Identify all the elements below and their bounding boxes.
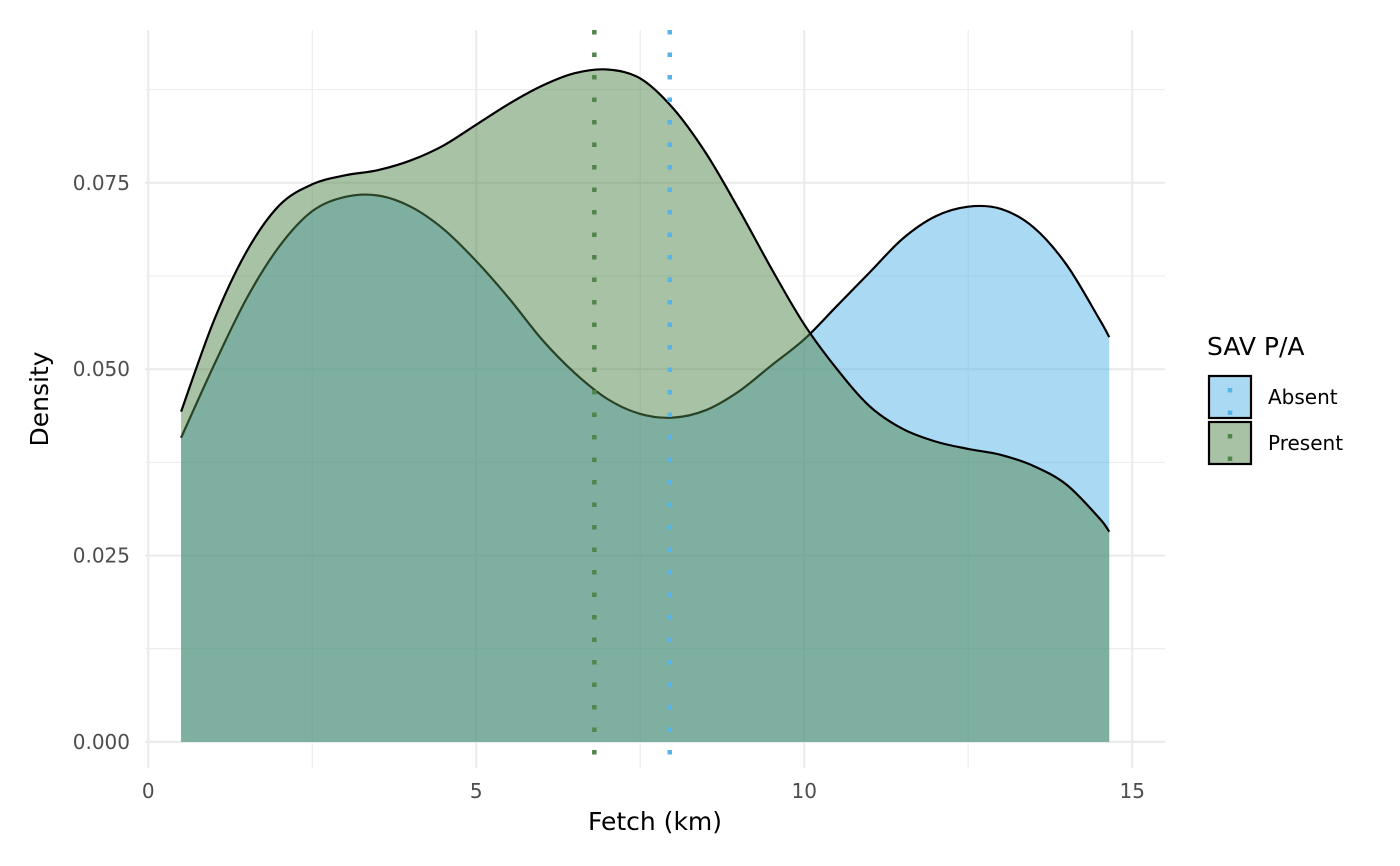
legend-title: SAV P/A [1207, 332, 1305, 361]
x-tick-label: 10 [792, 779, 817, 803]
y-axis-title: Density [25, 351, 54, 446]
axes: 0 5 10 15 0.000 0.025 0.050 0.075 [73, 171, 1145, 803]
x-axis-title: Fetch (km) [588, 807, 722, 836]
density-curve-present [180, 68, 1111, 533]
legend-item-absent: Absent [1207, 374, 1338, 420]
y-tick-label: 0.050 [73, 357, 130, 381]
x-tick-label: 5 [470, 779, 483, 803]
y-tick-label: 0.025 [73, 544, 130, 568]
x-tick-label: 0 [142, 779, 155, 803]
density-area-present [181, 69, 1110, 742]
y-tick-label: 0.075 [73, 171, 130, 195]
x-tick-label: 15 [1119, 779, 1144, 803]
legend-label: Present [1268, 431, 1343, 455]
y-tick-label: 0.000 [73, 730, 130, 754]
legend-item-present: Present [1207, 420, 1343, 466]
density-areas [180, 68, 1111, 742]
legend-label: Absent [1268, 385, 1338, 409]
legend: SAV P/A Absent Present [1207, 332, 1343, 466]
